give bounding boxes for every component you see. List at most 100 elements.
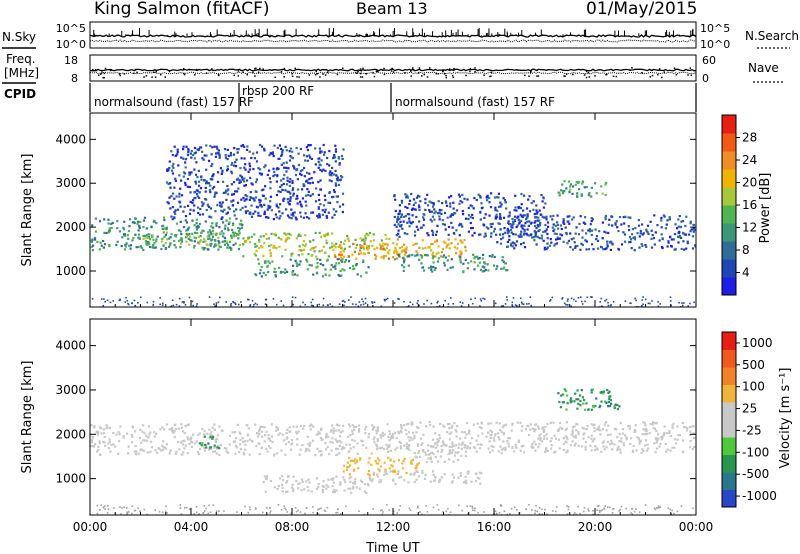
velocity-y-title: Slant Range [km]	[20, 361, 35, 474]
colorbar-tick-label-1: 500	[742, 358, 765, 372]
colorbar-swatch-9	[722, 115, 736, 134]
colorbar-tick-label-0: 4	[742, 266, 750, 280]
colorbar-swatch-0	[722, 489, 736, 508]
cpid-row: normalsound (fast) 157 RF rbsp 200 RF no…	[89, 83, 697, 112]
scatter-patch-5	[262, 475, 370, 494]
colorbar-tick-label-3: 25	[742, 402, 757, 416]
scatter-patch-4	[394, 238, 467, 258]
colorbar-swatch-2	[722, 454, 736, 473]
colorbar-tick-label-4: -25	[742, 423, 762, 437]
velocity-colorbar-title: Velocity [m s⁻¹]	[778, 368, 793, 469]
near-range-speckles	[91, 296, 695, 307]
scatter-patch-8	[393, 192, 547, 238]
y-tick-label-1: 2000	[55, 220, 86, 234]
freq-right-tick-top: 60	[702, 54, 716, 67]
colorbar-tick-label-5: -100	[742, 445, 769, 459]
velocity-colorbar: 1000 500 100 25 -25 -100 -500 -1000	[721, 331, 777, 508]
station-title: King Salmon (fitACF)	[94, 0, 270, 19]
colorbar-swatch-5	[722, 187, 736, 206]
y-tick-label-3: 4000	[55, 339, 86, 353]
colorbar-swatch-8	[722, 133, 736, 152]
colorbar-swatch-9	[722, 332, 736, 350]
x-tick-label-2: 08:00	[275, 520, 310, 534]
noise-search-trace	[89, 39, 697, 43]
noise-right-tick-bottom: 10^0	[700, 38, 730, 51]
x-axis-title: Time UT	[365, 541, 419, 554]
nave-label: Nave	[748, 61, 779, 75]
near-range-speckles	[96, 504, 694, 515]
noise-left-label: N.Sky	[2, 30, 36, 44]
cpid-segment-1: normalsound (fast) 157 RF	[94, 95, 254, 109]
scatter-patch-7	[557, 388, 621, 411]
power-colorbar-title: Power [dB]	[758, 173, 773, 244]
freq-panel	[89, 54, 697, 82]
noise-left-tick-bottom: 10^0	[56, 38, 86, 51]
power-x-ticks	[89, 113, 697, 307]
nave-trace	[89, 71, 697, 75]
colorbar-swatch-4	[722, 419, 736, 438]
scatter-patch-1	[140, 231, 241, 249]
colorbar-swatch-0	[722, 277, 736, 296]
freq-left-tick-top: 18	[64, 54, 78, 67]
colorbar-tick-label-3: 16	[742, 198, 757, 212]
colorbar-swatch-1	[722, 472, 736, 490]
colorbar-tick-label-0: 1000	[742, 336, 773, 350]
colorbar-swatch-5	[722, 402, 736, 420]
freq-right-tick-bottom: 0	[702, 72, 709, 85]
y-tick-label-2: 3000	[55, 383, 86, 397]
power-panel: 1000 2000 3000 4000	[55, 112, 697, 308]
colorbar-swatch-3	[722, 437, 736, 455]
colorbar-tick-label-4: 20	[742, 176, 757, 190]
x-tick-label-6: 00:00	[679, 520, 714, 534]
power-y-axis: 1000 2000 3000 4000	[55, 132, 696, 278]
y-tick-label-1: 2000	[55, 427, 86, 441]
colorbar-swatch-8	[722, 349, 736, 368]
colorbar-tick-label-5: 24	[742, 153, 757, 167]
noise-right-tick-top: 10^5	[700, 22, 730, 35]
x-tick-label-3: 12:00	[376, 520, 411, 534]
colorbar-tick-label-2: 100	[742, 380, 765, 394]
x-tick-label-1: 04:00	[174, 520, 209, 534]
noise-right-label: N.Search	[745, 29, 799, 43]
colorbar-swatch-3	[722, 223, 736, 242]
colorbar-swatch-1	[722, 259, 736, 278]
noise-left-tick-top: 10^5	[56, 22, 86, 35]
colorbar-tick-label-7: -1000	[742, 489, 777, 503]
cpid-segment-2: rbsp 200 RF	[242, 84, 314, 98]
y-tick-label-2: 3000	[55, 176, 86, 190]
colorbar-swatch-6	[722, 169, 736, 188]
colorbar-swatch-4	[722, 205, 736, 224]
date-title: 01/May/2015	[586, 0, 698, 19]
noise-sky-trace	[89, 34, 697, 38]
x-tick-label-0: 00:00	[73, 520, 108, 534]
scatter-patch-10	[557, 180, 608, 198]
scatter-patch-5	[254, 258, 370, 278]
scatter-patch-9	[495, 214, 696, 252]
y-tick-label-3: 4000	[55, 132, 86, 146]
colorbar-swatch-7	[722, 367, 736, 385]
velocity-y-axis: 1000 2000 3000 4000	[55, 339, 696, 486]
noise-panel	[89, 21, 697, 49]
freq-traces	[89, 67, 697, 79]
x-tick-label-5: 20:00	[578, 520, 613, 534]
colorbar-swatch-7	[722, 151, 736, 170]
freq-label-1: Freq.	[6, 52, 36, 66]
y-tick-label-0: 1000	[55, 264, 86, 278]
colorbar-tick-label-6: -500	[742, 467, 769, 481]
noise-traces	[89, 28, 697, 43]
scatter-patch-0	[90, 216, 244, 252]
colorbar-tick-label-1: 8	[742, 243, 750, 257]
scatter-patch-2	[241, 231, 396, 258]
freq-label-2: [MHz]	[4, 66, 39, 80]
colorbar-swatch-6	[722, 384, 736, 403]
velocity-data	[90, 388, 696, 515]
velocity-x-axis: 00:00 04:00 08:00 12:00 16:00 20:00 00:00	[73, 319, 714, 534]
freq-trace	[89, 68, 696, 72]
freq-left-tick-bottom: 8	[71, 72, 78, 85]
power-colorbar: 4 8 12 16 20 24 28	[721, 114, 757, 296]
cpid-label: CPID	[4, 87, 36, 101]
power-data	[90, 143, 696, 307]
colorbar-tick-label-6: 28	[742, 131, 757, 145]
scatter-patch-4	[405, 443, 470, 464]
scatter-patch-7	[165, 143, 345, 221]
